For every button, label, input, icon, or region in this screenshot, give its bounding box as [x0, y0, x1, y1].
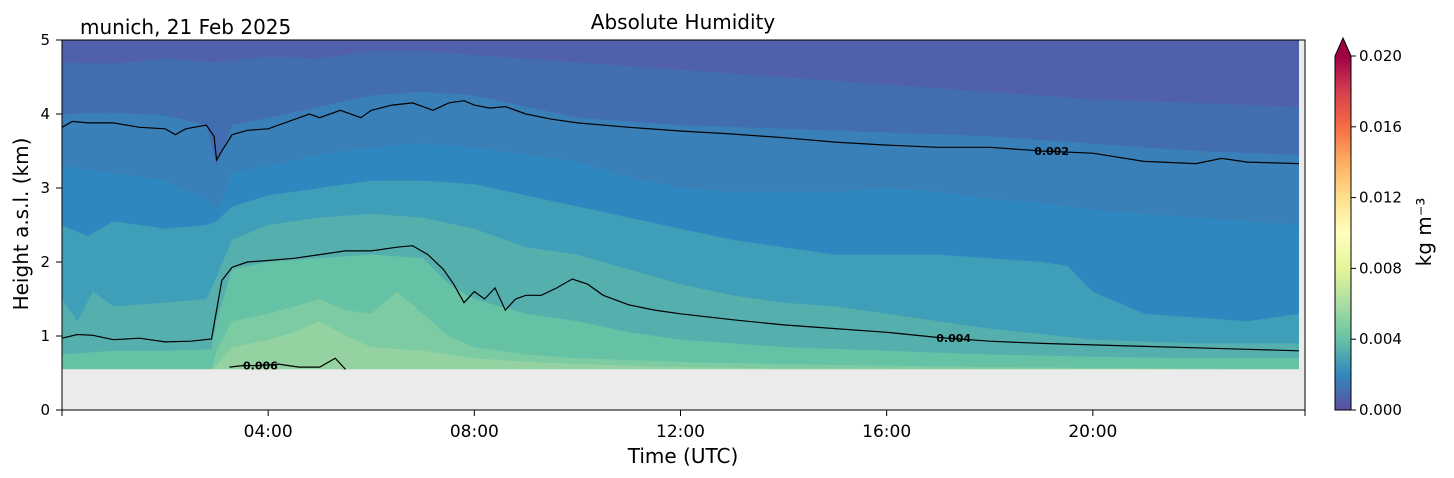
contour-lines	[61, 100, 1300, 370]
x-axis-label: Time (UTC)	[627, 444, 739, 468]
contour-label-2: 0.006	[243, 360, 278, 373]
colorbar-tick-label-5: 0.020	[1359, 47, 1402, 65]
y-axis-ticks: 0 1 2 3 4 5	[40, 31, 62, 419]
y-tick-label-1: 1	[40, 327, 50, 345]
x-axis-ticks: 04:00 08:00 12:00 16:00 20:00	[61, 410, 1306, 442]
no-data-region	[62, 369, 1305, 410]
contour-labels: 0.002 0.004 0.006	[243, 145, 1069, 373]
y-tick-label-4: 4	[40, 105, 50, 123]
x-tick-label-3: 16:00	[862, 422, 911, 442]
y-tick-label-2: 2	[40, 253, 50, 271]
contour-line-1	[61, 245, 1300, 352]
contour-line-2	[229, 357, 346, 370]
x-tick-label-0: 04:00	[244, 422, 293, 442]
y-tick-label-5: 5	[40, 31, 50, 49]
x-tick-label-1: 08:00	[450, 422, 499, 442]
colorbar-tick-label-1: 0.004	[1359, 330, 1402, 348]
plot-frame	[61, 39, 1306, 411]
y-tick-label-3: 3	[40, 179, 50, 197]
colorbar-label: kg m⁻³	[1412, 198, 1436, 267]
plot-area: 0.002 0.004 0.006	[61, 39, 1306, 411]
colorbar-tick-label-0: 0.000	[1359, 401, 1402, 419]
chart-subtitle: munich, 21 Feb 2025	[80, 15, 291, 39]
colorbar	[1334, 36, 1352, 411]
x-tick-label-4: 20:00	[1068, 422, 1117, 442]
y-axis-label: Height a.s.l. (km)	[9, 138, 33, 311]
colorbar-extend-triangle	[1335, 38, 1351, 56]
y-tick-label-0: 0	[40, 401, 50, 419]
colorbar-scale	[1335, 56, 1351, 410]
contour-line-0	[61, 100, 1300, 165]
x-tick-label-2: 12:00	[656, 422, 705, 442]
humidity-fill-layers	[62, 40, 1305, 411]
contour-label-1: 0.004	[936, 332, 971, 345]
colorbar-outline	[1334, 36, 1352, 411]
colorbar-ticks: 0.000 0.004 0.008 0.012 0.016 0.020	[1351, 47, 1402, 419]
colorbar-tick-label-2: 0.008	[1359, 259, 1402, 277]
colorbar-tick-label-3: 0.012	[1359, 189, 1402, 207]
colorbar-tick-label-4: 0.016	[1359, 118, 1402, 136]
chart-title: Absolute Humidity	[591, 10, 776, 34]
contour-label-0: 0.002	[1034, 145, 1069, 158]
